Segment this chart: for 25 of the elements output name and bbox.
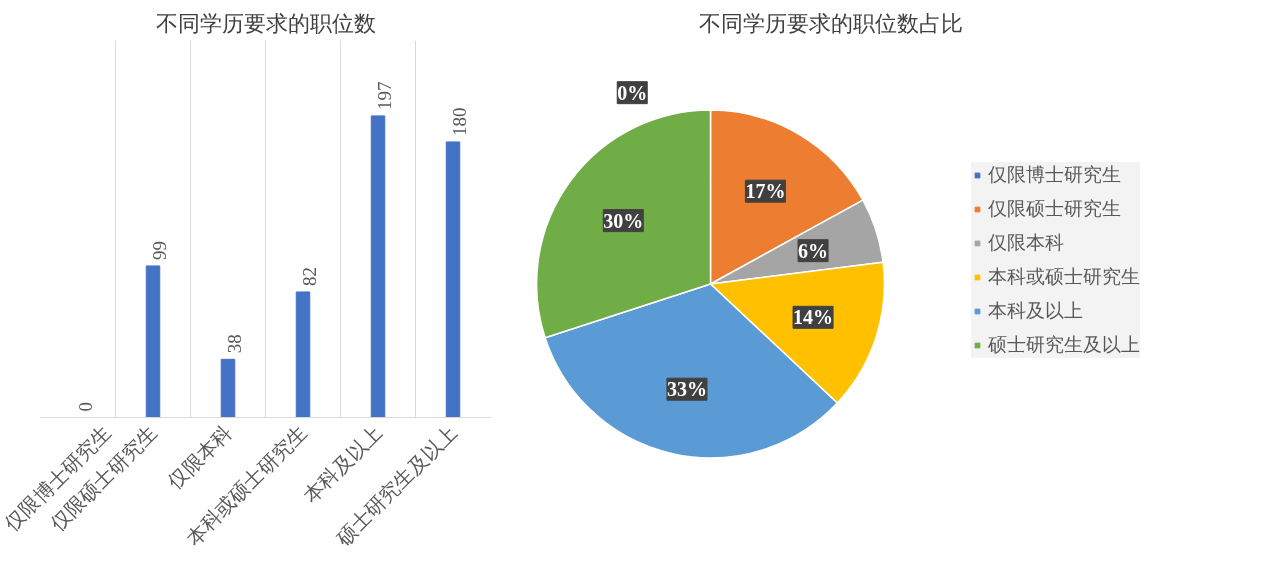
legend-label: 本科或硕士研究生 [988,265,1140,289]
bar [220,358,236,418]
legend-label: 仅限本科 [988,231,1064,255]
data-label: 38 [224,334,246,354]
data-label: 30% [603,209,644,232]
bar [295,291,311,418]
bar [370,115,386,418]
legend-label: 本科及以上 [988,299,1083,323]
legend-label: 仅限博士研究生 [988,163,1121,187]
chart-title: 不同学历要求的职位数占比 [698,10,963,36]
data-label: 14% [793,306,834,329]
data-label: 0 [74,402,96,412]
data-label: 82 [299,266,321,286]
data-label: 197 [374,81,396,110]
data-label: 180 [449,107,471,136]
bar [145,265,161,418]
legend-label: 硕士研究生及以上 [988,333,1140,357]
data-label: 6% [798,239,829,262]
legend-label: 仅限硕士研究生 [988,197,1121,221]
data-label: 17% [745,180,786,203]
data-label: 99 [149,240,171,260]
data-label: 33% [666,378,707,401]
text: 0% [617,81,648,104]
chart-title: 不同学历要求的职位数 [155,10,376,36]
bar [445,141,461,418]
